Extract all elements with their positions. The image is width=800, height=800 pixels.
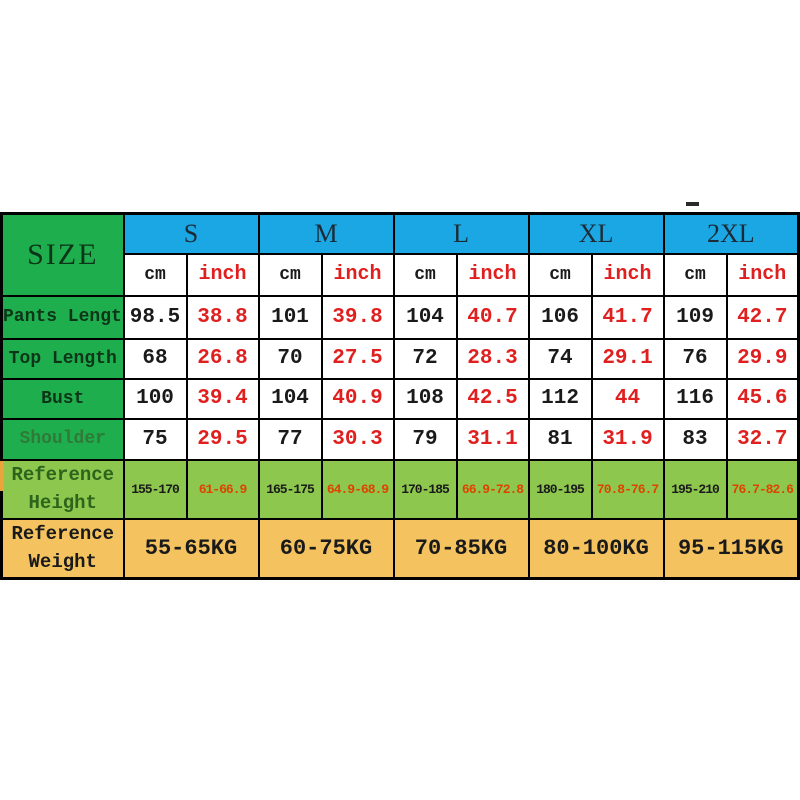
pants-l-cm: 104	[392, 294, 458, 340]
unit-cm-xl: cm	[527, 252, 593, 297]
row-bust: Bust 100 39.4 104 40.9 108 42.5 112 44 1…	[0, 377, 800, 420]
shoulder-m-inch: 30.3	[320, 417, 395, 461]
top-m-cm: 70	[257, 337, 323, 380]
size-header-l: L	[392, 212, 530, 255]
shoulder-xl-cm: 81	[527, 417, 593, 461]
row-pants-length: Pants Length 98.5 38.8 101 39.8 104 40.7…	[0, 294, 800, 340]
shoulder-l-inch: 31.1	[455, 417, 530, 461]
reference-height-word-2: Height	[28, 492, 97, 514]
top-s-inch: 26.8	[185, 337, 260, 380]
pants-s-inch: 38.8	[185, 294, 260, 340]
size-corner-cell: SIZE	[0, 212, 125, 297]
bust-2xl-cm: 116	[662, 377, 728, 420]
height-l-inch: 66.9-72.8	[455, 458, 530, 520]
shoulder-l-cm: 79	[392, 417, 458, 461]
height-s-inch: 61-66.9	[185, 458, 260, 520]
pants-s-cm: 98.5	[122, 294, 188, 340]
size-header-2xl: 2XL	[662, 212, 800, 255]
bust-s-inch: 39.4	[185, 377, 260, 420]
weight-l: 70-85KG	[392, 517, 530, 579]
top-m-inch: 27.5	[320, 337, 395, 380]
height-m-cm: 165-175	[257, 458, 323, 520]
unit-inch-l: inch	[455, 252, 530, 297]
row-label-reference-height: Reference Height	[0, 458, 125, 520]
height-2xl-cm: 195-210	[662, 458, 728, 520]
size-header-m: M	[257, 212, 395, 255]
pants-l-inch: 40.7	[455, 294, 530, 340]
pants-m-cm: 101	[257, 294, 323, 340]
bust-l-inch: 42.5	[455, 377, 530, 420]
shoulder-2xl-cm: 83	[662, 417, 728, 461]
row-label-pants-length: Pants Length	[0, 294, 125, 340]
top-l-cm: 72	[392, 337, 458, 380]
pants-2xl-cm: 109	[662, 294, 728, 340]
height-s-cm: 155-170	[122, 458, 188, 520]
row-reference-height: Reference Height 155-170 61-66.9 165-175…	[0, 458, 800, 520]
shoulder-xl-inch: 31.9	[590, 417, 665, 461]
shoulder-s-inch: 29.5	[185, 417, 260, 461]
artifact-mark	[686, 202, 699, 206]
size-header-xl: XL	[527, 212, 665, 255]
height-xl-inch: 70.8-76.7	[590, 458, 665, 520]
weight-s: 55-65KG	[122, 517, 260, 579]
size-header-s: S	[122, 212, 260, 255]
bust-2xl-inch: 45.6	[725, 377, 800, 420]
reference-weight-word-1: Reference	[11, 522, 115, 545]
unit-inch-s: inch	[185, 252, 260, 297]
weight-xl: 80-100KG	[527, 517, 665, 579]
top-l-inch: 28.3	[455, 337, 530, 380]
top-xl-cm: 74	[527, 337, 593, 380]
pants-2xl-inch: 42.7	[725, 294, 800, 340]
size-header-row: SIZE S M L XL 2XL	[0, 212, 800, 297]
unit-cm-2xl: cm	[662, 252, 728, 297]
bust-xl-inch: 44	[590, 377, 665, 420]
reference-weight-word-2: Weight	[28, 551, 97, 573]
pants-xl-inch: 41.7	[590, 294, 665, 340]
bust-m-inch: 40.9	[320, 377, 395, 420]
unit-inch-m: inch	[320, 252, 395, 297]
top-2xl-inch: 29.9	[725, 337, 800, 380]
row-label-reference-weight: Reference Weight	[0, 517, 125, 579]
top-2xl-cm: 76	[662, 337, 728, 380]
unit-cm-l: cm	[392, 252, 458, 297]
artifact-sliver	[0, 461, 4, 491]
reference-height-word-1: Reference	[11, 463, 115, 486]
shoulder-m-cm: 77	[257, 417, 323, 461]
bust-s-cm: 100	[122, 377, 188, 420]
row-reference-weight: Reference Weight 55-65KG 60-75KG 70-85KG…	[0, 517, 800, 579]
unit-cm-s: cm	[122, 252, 188, 297]
height-l-cm: 170-185	[392, 458, 458, 520]
height-2xl-inch: 76.7-82.6	[725, 458, 800, 520]
height-xl-cm: 180-195	[527, 458, 593, 520]
row-top-length: Top Length 68 26.8 70 27.5 72 28.3 74 29…	[0, 337, 800, 380]
row-label-bust: Bust	[0, 377, 125, 420]
height-m-inch: 64.9-68.9	[320, 458, 395, 520]
bust-xl-cm: 112	[527, 377, 593, 420]
bust-m-cm: 104	[257, 377, 323, 420]
shoulder-s-cm: 75	[122, 417, 188, 461]
units-row: cm inch cm inch cm inch cm inch cm inch	[2, 252, 800, 297]
pants-m-inch: 39.8	[320, 294, 395, 340]
bust-l-cm: 108	[392, 377, 458, 420]
top-s-cm: 68	[122, 337, 188, 380]
size-chart-table: SIZE S M L XL 2XL cm inch cm inch cm inc…	[0, 212, 800, 580]
weight-m: 60-75KG	[257, 517, 395, 579]
unit-inch-2xl: inch	[725, 252, 800, 297]
row-label-shoulder: Shoulder	[0, 417, 125, 461]
shoulder-2xl-inch: 32.7	[725, 417, 800, 461]
weight-2xl: 95-115KG	[662, 517, 800, 579]
row-shoulder: Shoulder 75 29.5 77 30.3 79 31.1 81 31.9…	[0, 417, 800, 461]
top-xl-inch: 29.1	[590, 337, 665, 380]
pants-xl-cm: 106	[527, 294, 593, 340]
unit-cm-m: cm	[257, 252, 323, 297]
unit-inch-xl: inch	[590, 252, 665, 297]
row-label-top-length: Top Length	[0, 337, 125, 380]
